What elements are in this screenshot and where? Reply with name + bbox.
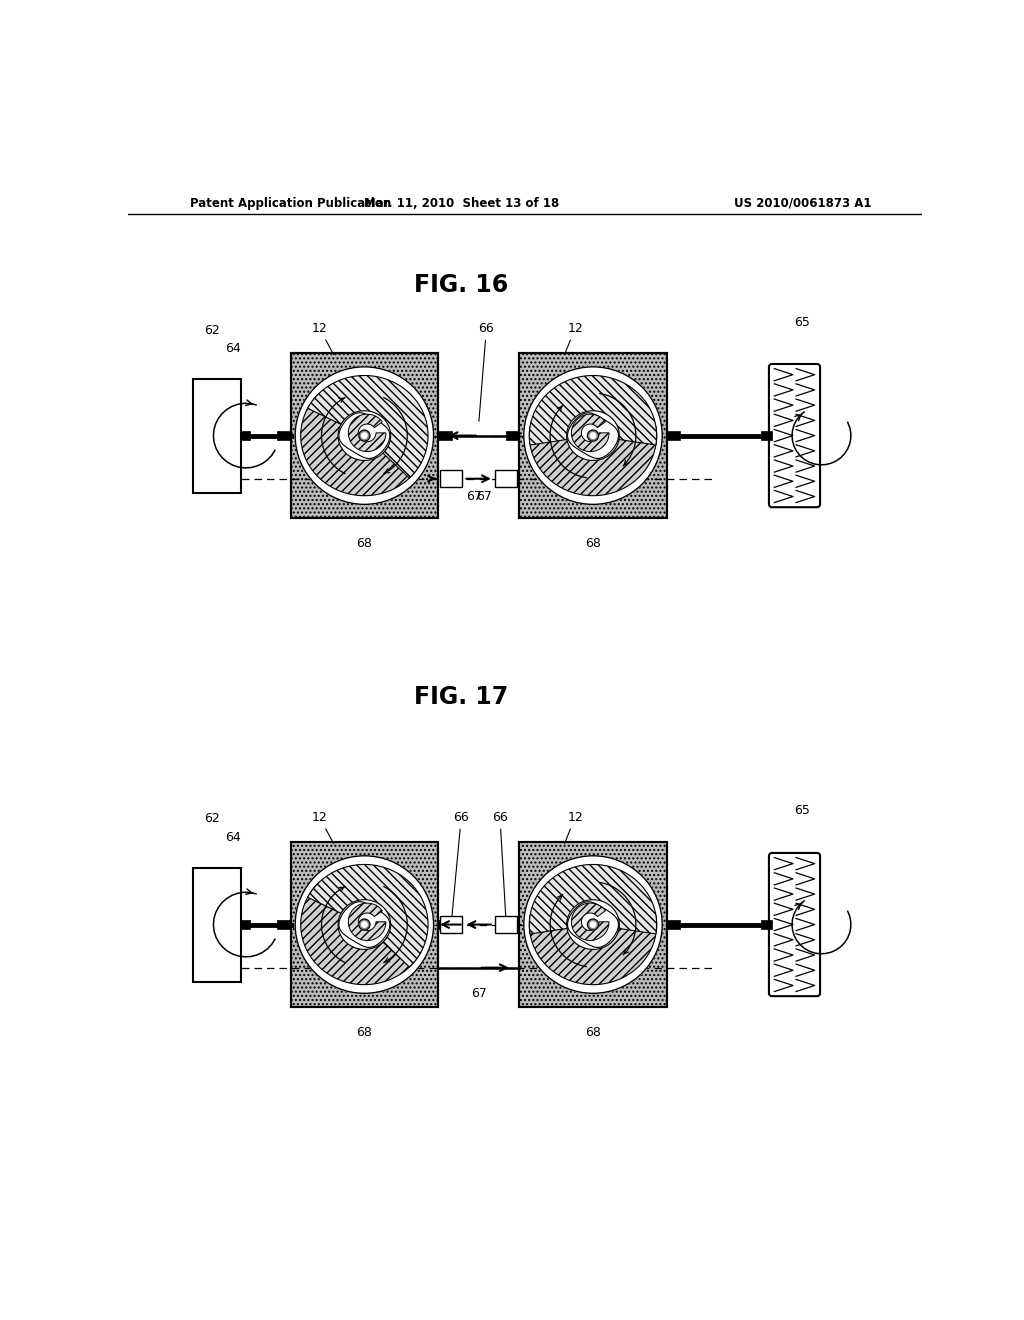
Bar (519, 354, 667, 517)
Bar (667, 432, 680, 440)
Text: 62: 62 (204, 323, 219, 337)
Bar (519, 842, 667, 1007)
Text: 67: 67 (471, 987, 486, 1001)
Circle shape (358, 919, 370, 931)
Bar (440, 470, 462, 487)
Bar (276, 920, 291, 929)
Text: 66: 66 (493, 810, 508, 921)
Text: 68: 68 (585, 1026, 601, 1039)
Text: 12: 12 (311, 810, 334, 843)
Circle shape (588, 919, 599, 931)
Circle shape (358, 430, 370, 441)
Polygon shape (529, 865, 656, 935)
Bar (506, 920, 519, 929)
Polygon shape (307, 865, 428, 968)
Polygon shape (339, 902, 390, 948)
Bar (496, 470, 517, 487)
Circle shape (588, 430, 599, 441)
Text: 64: 64 (224, 342, 241, 355)
FancyBboxPatch shape (769, 853, 820, 997)
Text: 68: 68 (356, 537, 373, 550)
Text: 12: 12 (311, 322, 334, 355)
Polygon shape (301, 393, 421, 496)
Bar (241, 920, 250, 929)
Circle shape (590, 433, 596, 438)
Bar (506, 432, 519, 440)
Bar (667, 920, 680, 929)
Bar (241, 432, 250, 440)
Text: Patent Application Publication: Patent Application Publication (190, 197, 391, 210)
Bar (291, 842, 438, 1007)
Text: US 2010/0061873 A1: US 2010/0061873 A1 (733, 197, 871, 210)
Bar (276, 432, 291, 440)
Bar (194, 867, 241, 982)
Text: FIG. 17: FIG. 17 (414, 685, 508, 709)
Text: 68: 68 (356, 1026, 373, 1039)
Text: 66: 66 (478, 322, 495, 421)
Polygon shape (529, 426, 656, 496)
Polygon shape (571, 414, 609, 451)
Polygon shape (567, 902, 618, 948)
Polygon shape (301, 882, 421, 985)
Polygon shape (339, 413, 390, 458)
Bar (761, 920, 772, 929)
Bar (519, 842, 667, 1007)
Polygon shape (307, 375, 428, 478)
Circle shape (524, 855, 663, 994)
Polygon shape (567, 413, 618, 458)
Circle shape (361, 921, 368, 928)
Text: 66: 66 (452, 810, 469, 921)
Bar (438, 432, 452, 440)
Text: 65: 65 (795, 804, 810, 817)
Polygon shape (348, 414, 386, 451)
Circle shape (295, 855, 433, 994)
Circle shape (295, 367, 433, 504)
Text: 64: 64 (224, 830, 241, 843)
Bar (761, 432, 772, 440)
Polygon shape (529, 915, 656, 985)
Bar (291, 354, 438, 517)
Bar (291, 842, 438, 1007)
Text: 68: 68 (585, 537, 601, 550)
Bar (291, 354, 438, 517)
Polygon shape (529, 375, 656, 445)
Circle shape (361, 433, 368, 438)
Text: 67: 67 (466, 490, 481, 503)
Bar (519, 354, 667, 517)
Text: 62: 62 (204, 812, 219, 825)
Text: Mar. 11, 2010  Sheet 13 of 18: Mar. 11, 2010 Sheet 13 of 18 (364, 197, 559, 210)
Polygon shape (348, 903, 386, 940)
Text: 12: 12 (564, 322, 583, 355)
FancyBboxPatch shape (769, 364, 820, 507)
Circle shape (524, 367, 663, 504)
Bar (438, 920, 452, 929)
Bar (440, 916, 462, 933)
Text: FIG. 16: FIG. 16 (414, 273, 508, 297)
Polygon shape (571, 903, 609, 940)
Text: 65: 65 (795, 317, 810, 329)
Circle shape (590, 921, 596, 928)
Bar (496, 916, 517, 933)
Text: 67: 67 (476, 490, 492, 503)
Bar (194, 379, 241, 492)
Text: 12: 12 (564, 810, 583, 843)
